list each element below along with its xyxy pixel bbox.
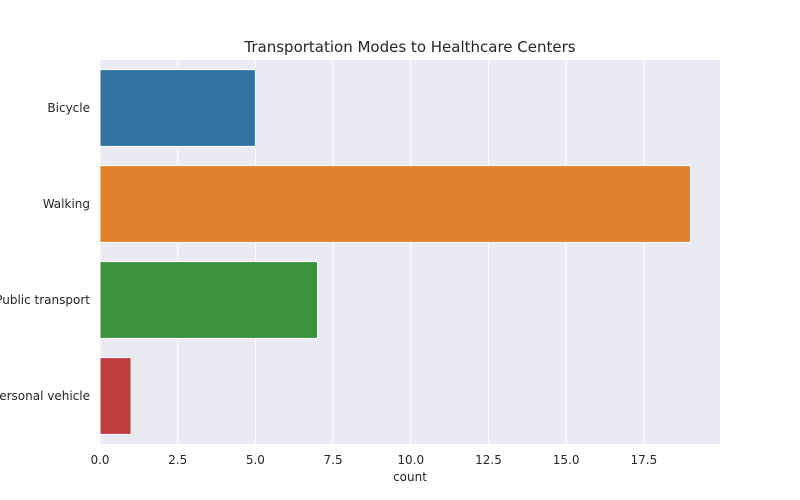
x-tick-label: 7.5	[324, 453, 343, 467]
x-tick-label: 15.0	[553, 453, 580, 467]
y-tick-label: Public transport	[0, 293, 90, 307]
chart-title: Transportation Modes to Healthcare Cente…	[243, 38, 575, 56]
x-tick-label: 0.0	[90, 453, 109, 467]
bars	[99, 69, 691, 435]
y-tick-label: Bicycle	[47, 101, 90, 115]
x-axis-label: count	[393, 470, 427, 484]
x-tick-label: 12.5	[475, 453, 502, 467]
y-tick-label: Walking	[43, 197, 90, 211]
y-tick-label: Personal vehicle	[0, 389, 90, 403]
x-tick-label: 10.0	[397, 453, 424, 467]
bar-walking	[99, 165, 691, 243]
y-tick-labels: Bicycle Walking Public transport Personal v…	[0, 101, 90, 403]
x-tick-label: 2.5	[168, 453, 187, 467]
bar-public-transport	[99, 261, 319, 339]
bar-personal-vehicle	[99, 357, 132, 435]
x-tick-label: 17.5	[631, 453, 658, 467]
bar-bicycle	[99, 69, 256, 147]
x-tick-label: 5.0	[246, 453, 265, 467]
x-tick-labels: 0.0 2.5 5.0 7.5 10.0 12.5 15.0 17.5	[90, 453, 657, 467]
